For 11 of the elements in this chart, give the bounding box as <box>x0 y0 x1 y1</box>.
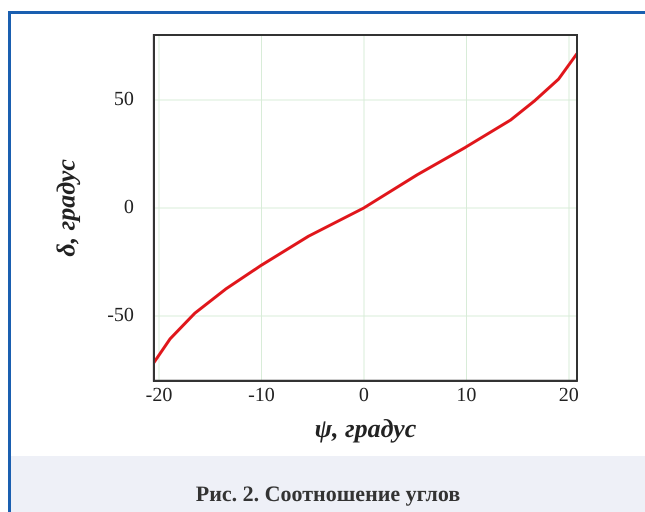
text: Рис. 2. Соотношение углов <box>11 456 645 512</box>
x-tick-label: 0 <box>358 384 369 406</box>
x-tick-label: -10 <box>248 384 275 406</box>
y-tick-label: -50 <box>107 304 134 326</box>
x-tick-label: 10 <box>456 384 476 406</box>
x-axis-title: ψ, градус <box>314 414 417 444</box>
x-tick-label: 20 <box>558 384 579 406</box>
y-tick-label: 0 <box>124 196 134 218</box>
y-axis-title: δ, градус <box>51 158 80 257</box>
x-tick-label: -20 <box>146 384 172 406</box>
y-tick-label: 50 <box>114 88 134 110</box>
